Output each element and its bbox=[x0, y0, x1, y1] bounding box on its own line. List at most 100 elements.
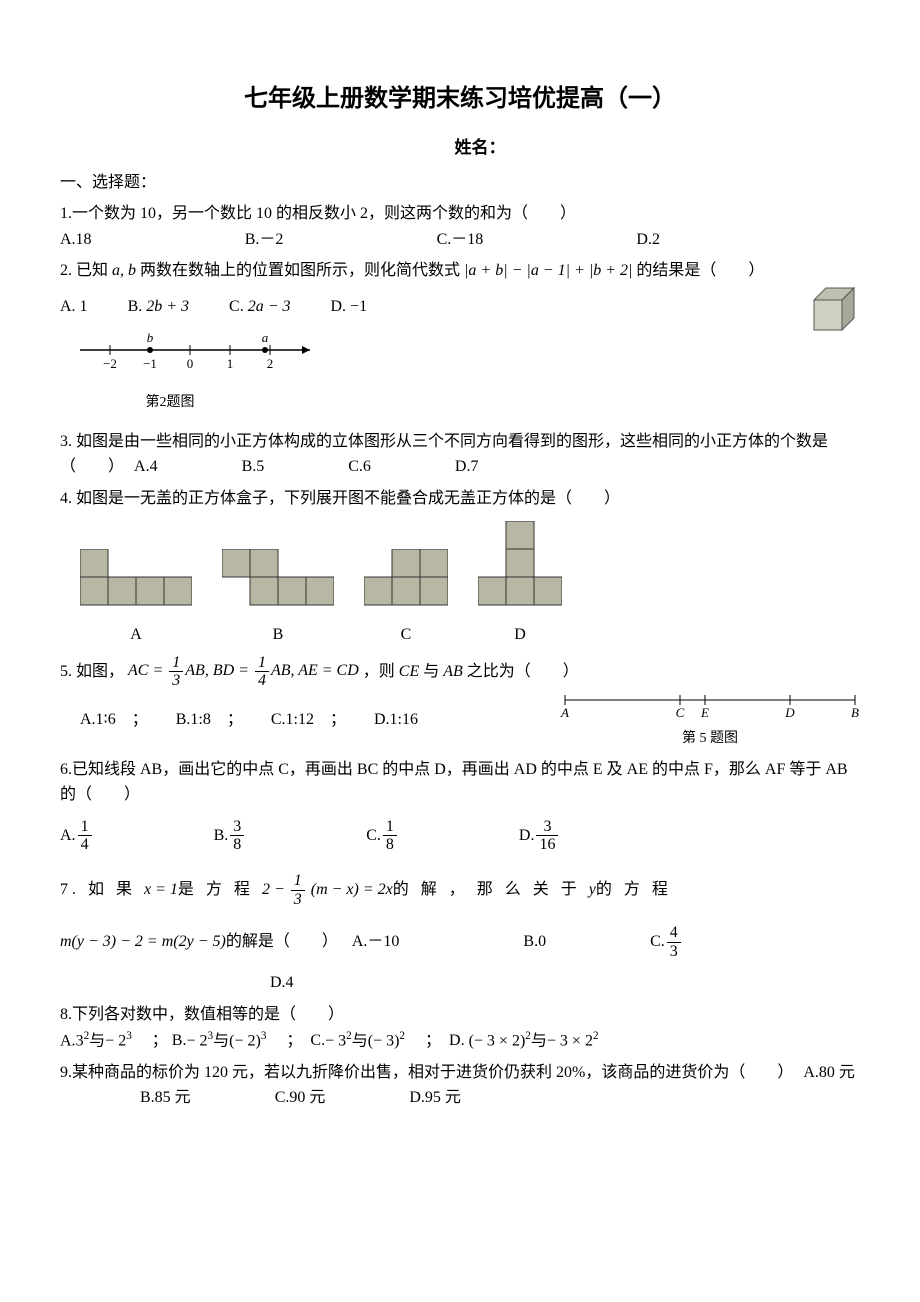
q8-b-pre: ； B. bbox=[152, 1032, 187, 1049]
net-label-d: D bbox=[478, 622, 562, 648]
svg-text:B: B bbox=[851, 705, 859, 720]
q6-c-num: 1 bbox=[383, 818, 397, 837]
q3-opt-b: B.5 bbox=[242, 458, 265, 475]
q3-opt-c: C.6 bbox=[348, 458, 371, 475]
q5-suffix: 之比为（ ） bbox=[463, 662, 579, 679]
q2-prefix: 2. 已知 bbox=[60, 262, 112, 279]
q5-row: A.1∶6 ； B.1:8 ； C.1:12 ； D.1:16 A C E D … bbox=[60, 690, 860, 751]
q2-c-expr: 2a − 3 bbox=[248, 298, 291, 315]
q5-opt-c: C.1:12 ； bbox=[271, 707, 346, 733]
q1-options: A.18 B.－2 C.－18 D.2 bbox=[60, 227, 660, 253]
q6-b-den: 8 bbox=[230, 836, 244, 854]
q1-opt-d: D.2 bbox=[636, 227, 660, 253]
q5-opt-d: D.1:16 bbox=[374, 707, 418, 733]
q8-c-mid: 与 bbox=[352, 1032, 368, 1049]
q8-d-be: 2 bbox=[593, 1030, 599, 1042]
question-4: 4. 如图是一无盖的正方体盒子，下列展开图不能叠合成无盖正方体的是（ ） A B bbox=[60, 486, 860, 648]
net-label-a: A bbox=[80, 622, 192, 648]
q2-opt-a: A. 1 bbox=[60, 294, 88, 320]
q5-text: 5. 如图， AC = 13AB, BD = 14AB, AE = CD ，则 … bbox=[60, 654, 860, 690]
number-line-svg: −2 b −1 0 1 a 2 bbox=[70, 328, 330, 384]
q6-opt-c: C.18 bbox=[366, 818, 399, 854]
q7-y: y bbox=[589, 881, 596, 898]
q8-c-b: (− 3) bbox=[368, 1032, 400, 1049]
q7-l1a: 7. 如 果 bbox=[60, 881, 144, 898]
q8-b-be: 3 bbox=[261, 1030, 267, 1042]
q8-a-b: − 2 bbox=[105, 1032, 126, 1049]
q4-nets: A B C bbox=[80, 521, 860, 647]
q8-text: 8.下列各对数中，数值相等的是（ ） bbox=[60, 1002, 860, 1028]
q8-d-pre: ； D. bbox=[425, 1032, 469, 1049]
tick-1: 1 bbox=[227, 356, 234, 371]
label-a: a bbox=[262, 330, 269, 345]
section-header: 一、选择题： bbox=[60, 170, 860, 196]
q7-paren: (m − x) = 2x bbox=[307, 881, 393, 898]
q5-options: A.1∶6 ； B.1:8 ； C.1:12 ； D.1:16 bbox=[80, 707, 418, 733]
q8-a-pre: A. bbox=[60, 1032, 76, 1049]
q8-options: A.32与− 23 ； B.− 23与(− 2)3 ； C.− 32与(− 3)… bbox=[60, 1028, 860, 1054]
q2-mid: 两数在数轴上的位置如图所示，则化简代数式 bbox=[136, 262, 464, 279]
q1-opt-a: A.18 bbox=[60, 227, 92, 253]
q8-d-mid: 与 bbox=[531, 1032, 547, 1049]
q7-opt-b: B.0 bbox=[523, 933, 546, 950]
q7-line2: m(y − 3) − 2 = m(2y − 5)的解是（ ） A.－10 B.0… bbox=[60, 924, 860, 960]
q8-b-mid: 与 bbox=[213, 1032, 229, 1049]
q2-number-line: −2 b −1 0 1 a 2 第2题图 bbox=[70, 328, 804, 415]
q6-opt-b: B.38 bbox=[214, 818, 247, 854]
q5-ab: AB bbox=[443, 662, 463, 679]
question-2: 2. 已知 a, b 两数在数轴上的位置如图所示，则化简代数式 |a + b| … bbox=[60, 258, 860, 422]
q6-a-num: 1 bbox=[78, 818, 92, 837]
q7-x1: x = 1 bbox=[144, 881, 178, 898]
q6-opt-a: A.14 bbox=[60, 818, 94, 854]
q7-eq: 2 − 13 (m − x) = 2x bbox=[262, 881, 393, 898]
name-label: 姓名： bbox=[60, 134, 860, 161]
q9-text: 9.某种商品的标价为 120 元，若以九折降价出售，相对于进货价仍获利 20%，… bbox=[60, 1064, 793, 1081]
tick-0: 0 bbox=[187, 356, 194, 371]
q7-opt-d: D.4 bbox=[270, 970, 860, 996]
q7-two: 2 − bbox=[262, 881, 289, 898]
question-5: 5. 如图， AC = 13AB, BD = 14AB, AE = CD ，则 … bbox=[60, 654, 860, 751]
question-6: 6.已知线段 AB，画出它的中点 C，再画出 BC 的中点 D，再画出 AD 的… bbox=[60, 757, 860, 854]
q9-opt-c: C.90 元 bbox=[275, 1089, 326, 1106]
cube-icon bbox=[804, 282, 860, 347]
label-b: b bbox=[147, 330, 154, 345]
svg-text:A: A bbox=[560, 705, 569, 720]
page-title: 七年级上册数学期末练习培优提高（一） bbox=[60, 80, 860, 118]
q8-a-a: 3 bbox=[76, 1032, 84, 1049]
q7-c-num: 4 bbox=[667, 924, 681, 943]
q6-a-pre: A. bbox=[60, 827, 76, 844]
q7-c-den: 3 bbox=[667, 943, 681, 961]
q6-a-den: 4 bbox=[78, 836, 92, 854]
q1-opt-c: C.－18 bbox=[437, 227, 484, 253]
q6-text: 6.已知线段 AB，画出它的中点 C，再画出 BC 的中点 D，再画出 AD 的… bbox=[60, 757, 860, 808]
q2-vars: a, b bbox=[112, 262, 136, 279]
q5-mid: ，则 bbox=[363, 662, 399, 679]
q6-b-num: 3 bbox=[230, 818, 244, 837]
q2-b-pre: B. bbox=[128, 298, 147, 315]
q5-ce: CE bbox=[399, 662, 419, 679]
q5-caption: 第 5 题图 bbox=[560, 728, 860, 750]
q8-d-b: − 3 × 2 bbox=[547, 1032, 593, 1049]
q7-fn: 1 bbox=[291, 872, 305, 891]
q7-opt-a: A.－10 bbox=[352, 933, 400, 950]
q8-b-a: − 2 bbox=[186, 1032, 207, 1049]
q2-options: A. 1 B. 2b + 3 C. 2a − 3 D. −1 bbox=[60, 294, 804, 320]
q6-c-pre: C. bbox=[366, 827, 381, 844]
q7-c-pre: C. bbox=[650, 933, 665, 950]
question-7: 7. 如 果 x = 1是 方 程 2 − 13 (m − x) = 2x的 解… bbox=[60, 872, 860, 996]
q2-b-expr: 2b + 3 bbox=[146, 298, 189, 315]
net-d: D bbox=[478, 521, 562, 647]
net-label-c: C bbox=[364, 622, 448, 648]
q5-prefix: 5. 如图， bbox=[60, 662, 124, 679]
q7-fd: 3 bbox=[291, 891, 305, 909]
q5-opt-b: B.1:8 ； bbox=[176, 707, 243, 733]
q7-l1d: 的 方 程 bbox=[596, 881, 672, 898]
q5-and: 与 bbox=[419, 662, 443, 679]
svg-text:E: E bbox=[700, 705, 709, 720]
q4-text: 4. 如图是一无盖的正方体盒子，下列展开图不能叠合成无盖正方体的是（ ） bbox=[60, 486, 860, 512]
q2-opt-c: C. 2a − 3 bbox=[229, 294, 290, 320]
q9-opt-d: D.95 元 bbox=[409, 1089, 461, 1106]
q8-b-b: (− 2) bbox=[229, 1032, 261, 1049]
q8-c-be: 2 bbox=[399, 1030, 405, 1042]
question-1: 1.一个数为 10，另一个数比 10 的相反数小 2，则这两个数的和为（ ） A… bbox=[60, 201, 860, 252]
